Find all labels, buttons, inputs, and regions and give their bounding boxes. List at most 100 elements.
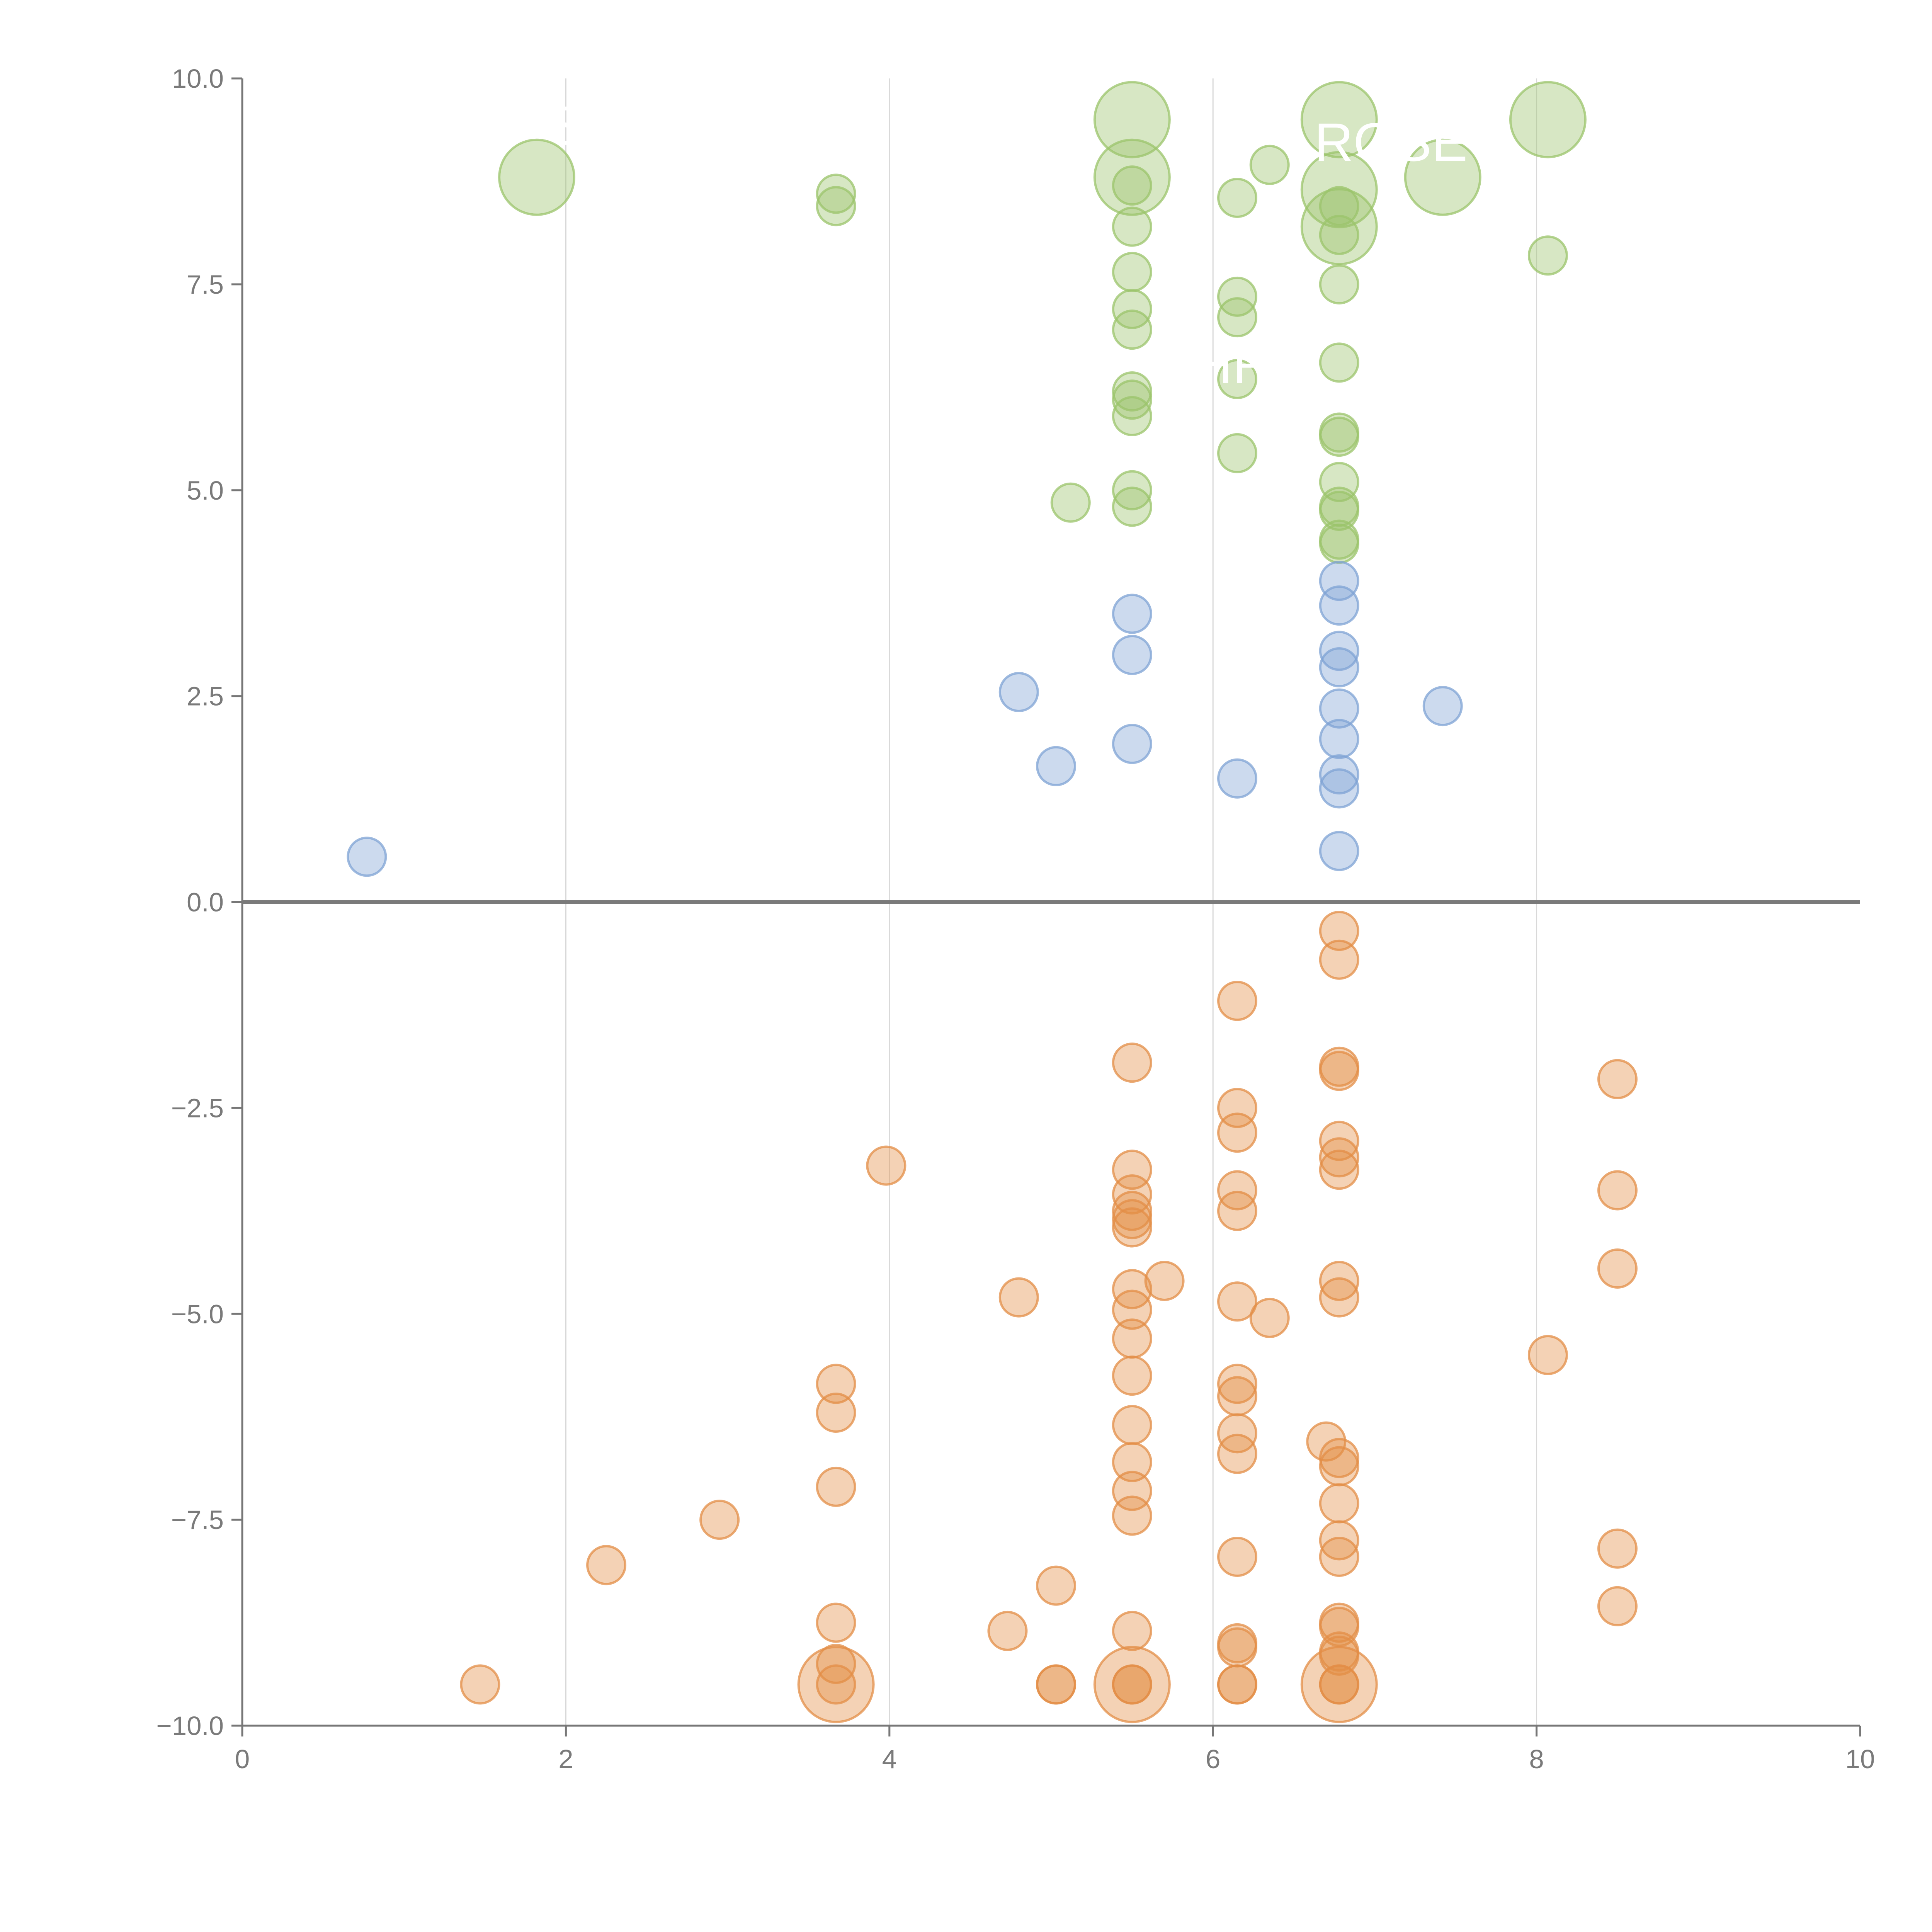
y-tick-label: −2.5 xyxy=(171,1093,224,1123)
data-point-green xyxy=(1112,486,1152,527)
data-point-green xyxy=(1112,252,1152,292)
data-point-orange xyxy=(1217,981,1258,1021)
data-point-blue xyxy=(1319,585,1359,626)
data-point-blue xyxy=(1319,768,1359,809)
data-point-orange xyxy=(1319,1260,1359,1301)
data-point-green xyxy=(1112,206,1152,247)
data-point-green xyxy=(1527,235,1568,276)
series-blue xyxy=(347,561,1463,877)
data-point-green xyxy=(1112,396,1152,436)
data-point-orange xyxy=(816,1393,856,1433)
data-point-orange xyxy=(816,1364,856,1404)
data-point-green xyxy=(1093,138,1171,216)
data-point-green xyxy=(1217,297,1258,338)
data-point-blue xyxy=(1112,635,1152,675)
data-point-green xyxy=(1112,470,1152,510)
data-point-orange xyxy=(1217,1537,1258,1577)
data-point-blue xyxy=(1319,831,1359,871)
data-point-orange xyxy=(866,1145,906,1186)
data-point-orange xyxy=(1319,1446,1359,1486)
data-point-orange xyxy=(1319,939,1359,980)
overlay-labels: S ROSE CHR xyxy=(548,95,1468,395)
data-point-green xyxy=(1249,145,1290,185)
data-point-orange xyxy=(1597,1170,1638,1211)
data-point-orange xyxy=(1597,1528,1638,1569)
data-point-orange xyxy=(816,1466,856,1507)
data-point-orange xyxy=(1217,1413,1258,1454)
data-point-orange xyxy=(987,1611,1028,1651)
data-point-orange xyxy=(1217,1190,1258,1231)
data-point-green xyxy=(1112,165,1152,206)
data-point-green xyxy=(816,186,856,226)
data-point-green xyxy=(1112,379,1152,420)
data-point-orange xyxy=(1319,911,1359,951)
data-point-green xyxy=(1217,433,1258,473)
data-point-orange xyxy=(1112,1611,1152,1651)
data-point-green xyxy=(1319,524,1359,564)
y-tick-label: 7.5 xyxy=(187,270,224,299)
y-tick-label: −7.5 xyxy=(171,1505,224,1535)
data-point-green xyxy=(1300,188,1378,265)
data-point-green xyxy=(1217,359,1258,399)
data-point-orange xyxy=(1306,1421,1347,1462)
y-tick-label: −10.0 xyxy=(156,1711,224,1741)
data-point-blue xyxy=(347,837,387,877)
data-point-orange xyxy=(1319,1051,1359,1091)
data-point-orange xyxy=(1112,1495,1152,1536)
y-tick-label: 0.0 xyxy=(187,888,224,917)
data-point-orange xyxy=(1112,1664,1152,1705)
data-point-orange xyxy=(1319,1520,1359,1561)
data-point-orange xyxy=(1217,1281,1258,1322)
data-point-green xyxy=(1217,276,1258,317)
data-point-green xyxy=(1319,417,1359,457)
data-point-orange xyxy=(1319,1277,1359,1318)
data-point-orange xyxy=(1300,1646,1378,1723)
data-point-orange xyxy=(586,1545,627,1585)
data-point-green xyxy=(498,138,576,216)
data-point-orange xyxy=(1112,1442,1152,1482)
data-point-orange xyxy=(816,1644,856,1684)
data-point-green xyxy=(1404,138,1481,216)
data-point-orange xyxy=(1217,1627,1258,1668)
data-point-green xyxy=(1050,482,1091,523)
data-point-orange xyxy=(1217,1112,1258,1153)
data-point-orange xyxy=(1597,1586,1638,1626)
data-point-orange xyxy=(1217,1434,1258,1474)
data-point-orange xyxy=(1217,1376,1258,1417)
data-point-green xyxy=(1509,81,1587,158)
data-point-orange xyxy=(1112,1269,1152,1310)
data-point-orange xyxy=(1112,1318,1152,1359)
data-point-orange xyxy=(1597,1248,1638,1289)
x-tick-label: 6 xyxy=(1206,1744,1220,1774)
data-point-orange xyxy=(1112,1043,1152,1083)
data-point-blue xyxy=(1319,688,1359,729)
data-point-blue xyxy=(1112,594,1152,634)
data-point-green xyxy=(1319,186,1359,226)
data-point-green xyxy=(1319,264,1359,304)
overlay-label: CHR xyxy=(1155,334,1272,395)
data-point-orange xyxy=(1217,1364,1258,1404)
data-point-orange xyxy=(1319,1664,1359,1705)
x-tick-label: 2 xyxy=(558,1744,573,1774)
series-orange xyxy=(460,911,1638,1723)
x-tick-label: 4 xyxy=(882,1744,897,1774)
data-point-orange xyxy=(699,1500,740,1540)
data-point-orange xyxy=(1319,1137,1359,1178)
data-point-blue xyxy=(1217,758,1258,799)
x-tick-label: 8 xyxy=(1529,1744,1544,1774)
data-point-blue xyxy=(1036,746,1077,786)
data-point-orange xyxy=(1144,1260,1185,1301)
data-points xyxy=(347,81,1638,1723)
data-point-orange xyxy=(1319,1150,1359,1190)
data-point-blue xyxy=(1422,686,1463,726)
data-point-orange xyxy=(1319,1635,1359,1676)
data-point-green xyxy=(1300,81,1378,158)
data-point-green xyxy=(1319,214,1359,255)
overlay-label: S xyxy=(548,95,584,156)
data-point-orange xyxy=(1527,1335,1568,1375)
series-green xyxy=(498,81,1587,564)
data-point-blue xyxy=(1319,631,1359,671)
data-point-green xyxy=(816,173,856,214)
x-tick-label: 10 xyxy=(1845,1744,1875,1774)
data-point-orange xyxy=(1093,1646,1171,1723)
